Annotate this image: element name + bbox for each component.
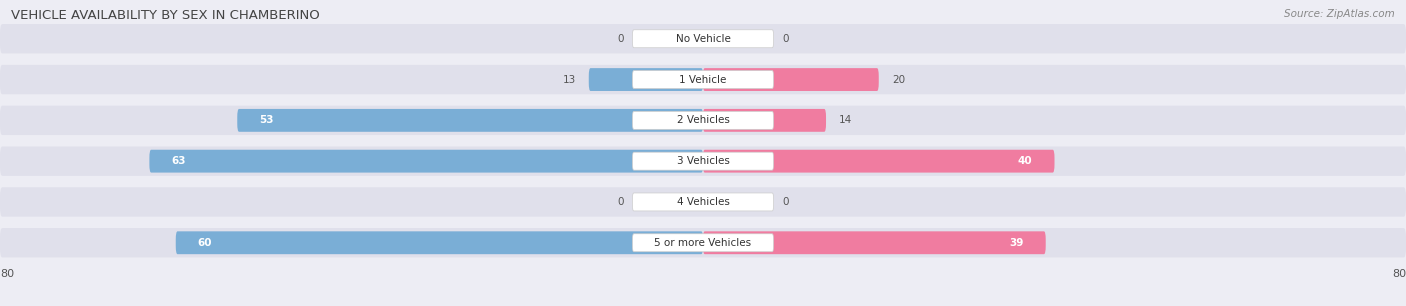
Text: 2 Vehicles: 2 Vehicles: [676, 115, 730, 125]
Text: 80: 80: [1392, 269, 1406, 279]
Text: 1 Vehicle: 1 Vehicle: [679, 75, 727, 84]
Text: 3 Vehicles: 3 Vehicles: [676, 156, 730, 166]
FancyBboxPatch shape: [0, 187, 1406, 217]
Text: 39: 39: [1010, 238, 1024, 248]
Text: 14: 14: [839, 115, 852, 125]
FancyBboxPatch shape: [703, 150, 1054, 173]
FancyBboxPatch shape: [703, 68, 879, 91]
FancyBboxPatch shape: [633, 152, 773, 170]
FancyBboxPatch shape: [633, 234, 773, 252]
Text: Source: ZipAtlas.com: Source: ZipAtlas.com: [1284, 9, 1395, 19]
Text: 53: 53: [259, 115, 274, 125]
Text: 20: 20: [891, 75, 905, 84]
FancyBboxPatch shape: [633, 193, 773, 211]
Text: 60: 60: [198, 238, 212, 248]
FancyBboxPatch shape: [0, 24, 1406, 54]
Text: 63: 63: [172, 156, 186, 166]
Text: No Vehicle: No Vehicle: [675, 34, 731, 44]
Text: 0: 0: [782, 34, 789, 44]
Text: 40: 40: [1018, 156, 1032, 166]
FancyBboxPatch shape: [0, 147, 1406, 176]
Text: 0: 0: [617, 197, 624, 207]
FancyBboxPatch shape: [633, 30, 773, 48]
FancyBboxPatch shape: [238, 109, 703, 132]
Text: 0: 0: [782, 197, 789, 207]
Text: 0: 0: [617, 34, 624, 44]
FancyBboxPatch shape: [633, 71, 773, 88]
FancyBboxPatch shape: [703, 109, 827, 132]
FancyBboxPatch shape: [589, 68, 703, 91]
Text: 4 Vehicles: 4 Vehicles: [676, 197, 730, 207]
FancyBboxPatch shape: [176, 231, 703, 254]
FancyBboxPatch shape: [0, 65, 1406, 94]
Text: VEHICLE AVAILABILITY BY SEX IN CHAMBERINO: VEHICLE AVAILABILITY BY SEX IN CHAMBERIN…: [11, 9, 321, 22]
Text: 5 or more Vehicles: 5 or more Vehicles: [654, 238, 752, 248]
FancyBboxPatch shape: [0, 106, 1406, 135]
FancyBboxPatch shape: [149, 150, 703, 173]
FancyBboxPatch shape: [0, 228, 1406, 257]
FancyBboxPatch shape: [703, 231, 1046, 254]
Text: 13: 13: [562, 75, 575, 84]
Text: 80: 80: [0, 269, 14, 279]
FancyBboxPatch shape: [633, 111, 773, 129]
